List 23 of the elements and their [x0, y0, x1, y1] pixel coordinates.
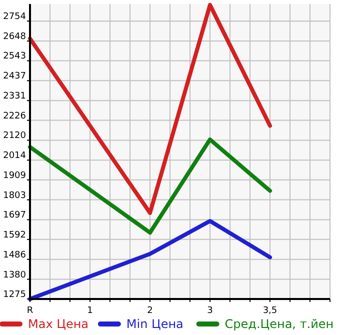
y-tick-label: 2226 [3, 111, 26, 122]
y-tick-label: 1697 [3, 210, 26, 221]
y-tick-label: 2014 [3, 151, 26, 162]
y-tick-label: 2543 [3, 52, 26, 62]
x-tick-label: 3,5 [262, 306, 278, 316]
y-tick-label: 1486 [3, 250, 26, 260]
y-tick-label: 2437 [3, 72, 26, 82]
legend-label: Сред.Цена, т.йен [224, 317, 334, 331]
y-tick-label: 1803 [3, 190, 26, 201]
x-tick-label: 3 [207, 306, 213, 316]
y-tick-label: 1909 [3, 170, 26, 181]
x-tick-label: R [26, 306, 34, 316]
x-tick-label: 2 [147, 306, 153, 316]
legend-label: Max Цена [28, 317, 89, 331]
legend-label: Min Цена [126, 317, 184, 331]
y-tick-label: 2648 [3, 32, 26, 42]
y-tick-label: 1275 [3, 290, 26, 300]
y-tick-label: 2331 [3, 92, 26, 102]
y-tick-label: 1592 [3, 230, 26, 240]
x-tick-label: 1 [87, 306, 93, 316]
y-tick-label: 2754 [3, 12, 26, 22]
y-tick-label: 1380 [3, 270, 26, 280]
y-tick-label: 2120 [3, 131, 26, 142]
